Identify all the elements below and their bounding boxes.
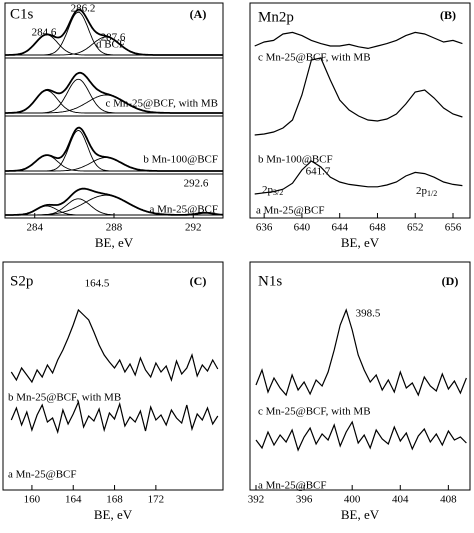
peak-label-sub: 3/2 — [273, 188, 283, 197]
plot-frame — [249, 2, 471, 219]
series-label: a Mn-25@BCF — [256, 205, 325, 217]
peak-label: 2p3/2 — [262, 184, 283, 197]
plot-frame — [2, 261, 224, 491]
series-label: a Mn-25@BCF — [258, 480, 327, 492]
panel-title: S2p — [10, 273, 33, 289]
panel-label: (B) — [440, 8, 456, 22]
series-label: c Mn-25@BCF, with MB — [258, 406, 371, 418]
spectrum — [255, 420, 467, 452]
envelope — [5, 126, 223, 172]
peak-annotation: 292.6 — [184, 178, 209, 190]
peak-label-main: 2p — [262, 184, 274, 196]
x-tick-label: 408 — [440, 494, 457, 506]
spectrum — [254, 57, 463, 136]
spectrum — [254, 31, 463, 50]
x-axis-label: BE, eV — [341, 235, 380, 250]
plot-frame — [249, 261, 471, 491]
x-tick-label: 164 — [65, 494, 82, 506]
spectrum — [254, 160, 463, 195]
series-label: a Mn-25@BCF — [150, 204, 219, 216]
peak-annotation: 641.7 — [306, 166, 331, 178]
panel-label: (A) — [190, 7, 207, 21]
series-label: d BCF — [96, 39, 125, 51]
series-label: c Mn-25@BCF, with MB — [258, 52, 371, 64]
panel-title: C1s — [10, 6, 34, 22]
x-tick-label: 168 — [106, 494, 123, 506]
series-label: b Mn-100@BCF — [258, 154, 333, 166]
series-label: b Mn-25@BCF, with MB — [8, 392, 121, 404]
x-axis-label: BE, eV — [341, 507, 380, 522]
spectrum — [255, 308, 467, 397]
x-tick-label: 404 — [392, 494, 409, 506]
x-tick-label: 644 — [331, 222, 348, 234]
x-tick-label: 656 — [445, 222, 462, 234]
x-tick-label: 160 — [24, 494, 41, 506]
panel-label: (C) — [190, 274, 207, 288]
x-axis-label: BE, eV — [95, 235, 134, 250]
peak-label-main: 2p — [416, 185, 428, 197]
peak-label-sub: 1/2 — [427, 189, 437, 198]
peak-annotation: 286.2 — [71, 3, 96, 15]
x-tick-label: 636 — [256, 222, 273, 234]
x-tick-label: 400 — [344, 494, 361, 506]
x-tick-label: 640 — [294, 222, 311, 234]
peak-label: 2p1/2 — [416, 185, 437, 198]
series-label: b Mn-100@BCF — [143, 154, 218, 166]
x-tick-label: 284 — [26, 222, 43, 234]
x-tick-label: 292 — [185, 222, 202, 234]
envelope — [5, 8, 223, 56]
peak-annotation: 287.6 — [101, 32, 126, 44]
x-tick-label: 172 — [148, 494, 165, 506]
x-tick-label: 648 — [369, 222, 386, 234]
peak-annotation: 284.6 — [32, 27, 57, 39]
spectrum — [10, 308, 219, 384]
peak-annotation: 164.5 — [85, 278, 110, 290]
x-tick-label: 288 — [106, 222, 123, 234]
series-label: c Mn-25@BCF, with MB — [105, 98, 218, 110]
panel-label: (D) — [442, 274, 459, 288]
peak-annotation: 398.5 — [356, 308, 381, 320]
x-tick-label: 652 — [407, 222, 424, 234]
panel-title: Mn2p — [258, 9, 294, 25]
panel-title: N1s — [258, 273, 282, 289]
spectrum — [10, 400, 219, 435]
x-tick-label: 396 — [296, 494, 313, 506]
series-label: a Mn-25@BCF — [8, 469, 77, 481]
x-axis-label: BE, eV — [94, 507, 133, 522]
envelope — [5, 187, 224, 216]
x-tick-label: 392 — [248, 494, 265, 506]
envelope — [5, 71, 223, 114]
